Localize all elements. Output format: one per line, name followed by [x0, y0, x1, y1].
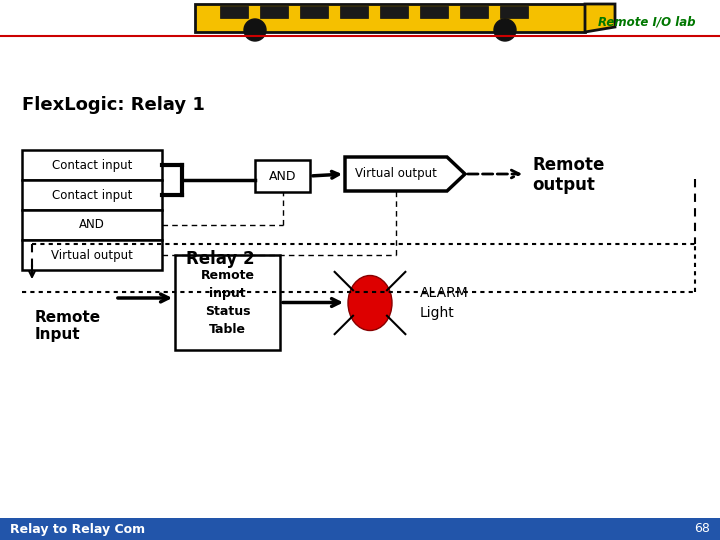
- Bar: [340, 6, 368, 18]
- Polygon shape: [585, 4, 615, 32]
- Text: Relay to Relay Com: Relay to Relay Com: [10, 523, 145, 536]
- Bar: [260, 6, 288, 18]
- Text: Remote
input
Status
Table: Remote input Status Table: [200, 269, 254, 336]
- Text: AND: AND: [79, 219, 105, 232]
- Polygon shape: [345, 157, 465, 191]
- Bar: [0, 518, 720, 540]
- Circle shape: [494, 19, 516, 41]
- Bar: [175, 255, 280, 350]
- Bar: [500, 6, 528, 18]
- Bar: [220, 6, 248, 18]
- Text: Remote I/O lab: Remote I/O lab: [598, 16, 695, 29]
- Text: Contact input: Contact input: [52, 188, 132, 201]
- Bar: [300, 6, 328, 18]
- Circle shape: [244, 19, 266, 41]
- Bar: [460, 6, 488, 18]
- Text: 68: 68: [694, 523, 710, 536]
- Bar: [200, 7, 550, 20]
- Text: Virtual output: Virtual output: [355, 167, 437, 180]
- Text: ALARM
Light: ALARM Light: [420, 286, 469, 320]
- Text: Remote
output: Remote output: [532, 156, 604, 194]
- Bar: [0, 0, 720, 35]
- Bar: [22, 150, 162, 180]
- Bar: [380, 6, 408, 18]
- Bar: [255, 160, 310, 192]
- Text: Contact input: Contact input: [52, 159, 132, 172]
- Text: FlexLogic: Relay 1: FlexLogic: Relay 1: [22, 96, 205, 114]
- Bar: [22, 240, 162, 270]
- Text: Relay 2: Relay 2: [186, 250, 254, 268]
- Bar: [420, 6, 448, 18]
- Text: AND: AND: [269, 170, 296, 183]
- Text: Remote
Input: Remote Input: [35, 310, 101, 342]
- Ellipse shape: [348, 275, 392, 330]
- Bar: [22, 180, 162, 210]
- Text: Virtual output: Virtual output: [51, 248, 133, 261]
- Bar: [195, 4, 585, 32]
- Bar: [22, 210, 162, 240]
